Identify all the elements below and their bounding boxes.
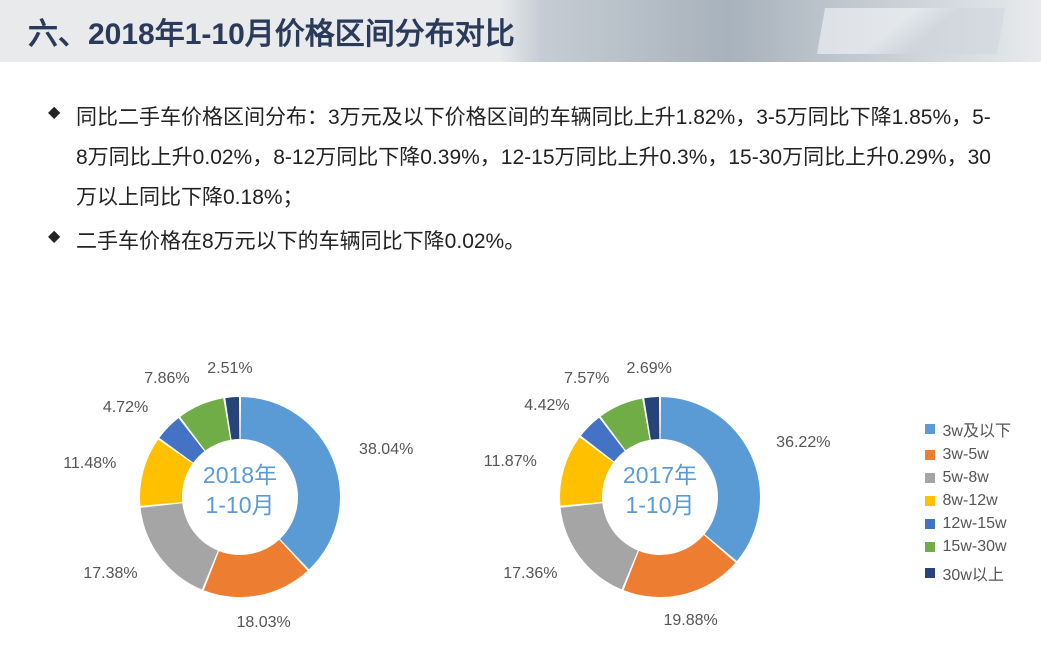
legend-item: 12w-15w (925, 515, 1011, 533)
legend-item: 30w以上 (925, 561, 1011, 585)
legend-label: 12w-15w (943, 515, 1007, 533)
legend-item: 3w-5w (925, 446, 1011, 464)
legend-item: 5w-8w (925, 469, 1011, 487)
legend-swatch (925, 450, 935, 460)
slice-label: 11.48% (63, 455, 116, 473)
slice-label: 4.72% (103, 399, 148, 417)
bullet-item: 二手车价格在8万元以下的车辆同比下降0.02%。 (48, 222, 1001, 262)
slice-label: 4.42% (524, 397, 569, 415)
legend-swatch (925, 473, 935, 483)
legend-label: 15w-30w (943, 538, 1007, 556)
legend-swatch (925, 568, 935, 578)
legend: 3w及以下 3w-5w 5w-8w 8w-12w 12w-15w 15w-30w 30w以上 (925, 412, 1011, 590)
slice-label: 7.57% (564, 370, 609, 388)
legend-label: 30w以上 (943, 561, 1004, 585)
slice-label: 2.69% (627, 360, 672, 378)
legend-swatch (925, 496, 935, 506)
slice-label: 19.88% (663, 612, 717, 630)
legend-label: 3w-5w (943, 446, 989, 464)
slice-label: 11.87% (484, 453, 537, 471)
legend-item: 8w-12w (925, 492, 1011, 510)
legend-label: 8w-12w (943, 492, 998, 510)
slice-label: 17.38% (83, 565, 137, 583)
bullet-list: 同比二手车价格区间分布：3万元及以下价格区间的车辆同比上升1.82%，3-5万同… (0, 62, 1041, 262)
legend-swatch (925, 542, 935, 552)
slice-label: 2.51% (207, 360, 252, 378)
page-title: 六、2018年1-10月价格区间分布对比 (28, 9, 515, 53)
legend-label: 3w及以下 (943, 417, 1011, 441)
legend-swatch (925, 519, 935, 529)
donut-2017: 36.22% 19.88% 17.36% 11.87% 4.42% 7.57% 2.69% 2… (480, 330, 840, 640)
slice-label: 18.03% (236, 614, 290, 632)
legend-item: 15w-30w (925, 538, 1011, 556)
legend-label: 5w-8w (943, 469, 989, 487)
legend-swatch (925, 424, 935, 434)
slice-label: 17.36% (503, 565, 557, 583)
header-band: 六、2018年1-10月价格区间分布对比 (0, 0, 1041, 62)
legend-item: 3w及以下 (925, 417, 1011, 441)
donut-center-label: 2017年1-10月 (623, 461, 697, 521)
bullet-item: 同比二手车价格区间分布：3万元及以下价格区间的车辆同比上升1.82%，3-5万同… (48, 98, 1001, 218)
donut-2018: 38.04% 18.03% 17.38% 11.48% 4.72% 7.86% 2.51% 2… (60, 330, 420, 640)
charts-row: 38.04% 18.03% 17.38% 11.48% 4.72% 7.86% 2.51% 2… (0, 320, 1041, 650)
slice-label: 38.04% (359, 441, 413, 459)
slice-label: 7.86% (144, 370, 189, 388)
donut-center-label: 2018年1-10月 (203, 461, 277, 521)
slice-label: 36.22% (776, 434, 830, 452)
